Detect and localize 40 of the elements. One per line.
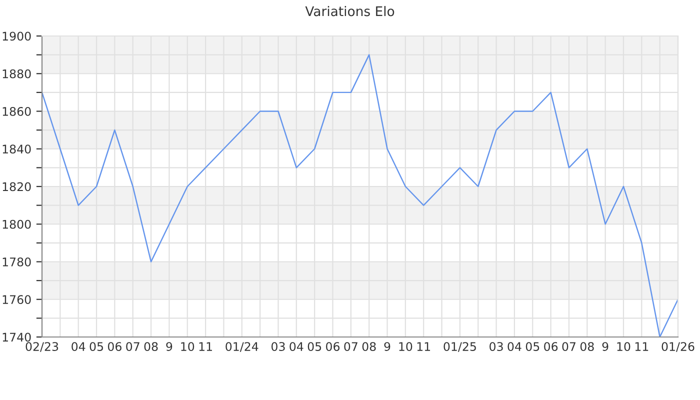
x-tick-label: 01/24 [226, 342, 258, 352]
x-tick-label: 06 [544, 342, 558, 351]
x-tick-label: 02/23 [26, 342, 58, 352]
x-tick-label: 9 [166, 342, 172, 351]
y-tick-label: 1760 [2, 295, 31, 304]
x-tick-label: 01/25 [444, 342, 476, 352]
x-tick-label: 03 [271, 342, 285, 351]
x-tick-label: 9 [602, 342, 608, 351]
x-tick-label: 06 [326, 342, 340, 351]
x-tick-label: 08 [144, 342, 158, 351]
x-tick-label: 08 [580, 342, 594, 351]
x-tick-label: 05 [526, 342, 540, 351]
y-tick-label: 1820 [2, 182, 31, 192]
y-tick-label: 1840 [2, 144, 31, 154]
x-tick-label: 05 [308, 342, 322, 351]
x-tick-label: 11 [199, 342, 212, 351]
y-tick-label: 1880 [2, 69, 31, 78]
chart-title: Variations Elo [305, 6, 394, 16]
x-tick-label: 01/26 [662, 342, 694, 352]
x-tick-label: 07 [562, 342, 576, 351]
x-tick-label: 04 [72, 342, 86, 351]
x-tick-label: 11 [417, 342, 430, 351]
x-tick-label: 9 [384, 342, 390, 351]
y-tick-label: 1900 [2, 32, 31, 41]
x-tick-label: 04 [290, 342, 304, 351]
y-tick-label: 1740 [2, 332, 31, 342]
x-tick-label: 11 [635, 342, 648, 351]
x-tick-label: 03 [490, 342, 503, 351]
y-tick-label: 1860 [2, 106, 31, 116]
x-tick-label: 05 [90, 342, 103, 351]
x-tick-label: 10 [617, 342, 630, 351]
x-tick-label: 10 [181, 342, 194, 351]
x-tick-label: 04 [508, 342, 522, 351]
y-tick-label: 1800 [2, 220, 31, 229]
x-tick-label: 10 [399, 342, 412, 351]
x-tick-label: 08 [362, 342, 376, 351]
x-tick-label: 07 [126, 342, 140, 351]
x-tick-label: 06 [108, 342, 122, 351]
x-tick-label: 07 [344, 342, 358, 351]
y-tick-label: 1780 [2, 257, 31, 266]
